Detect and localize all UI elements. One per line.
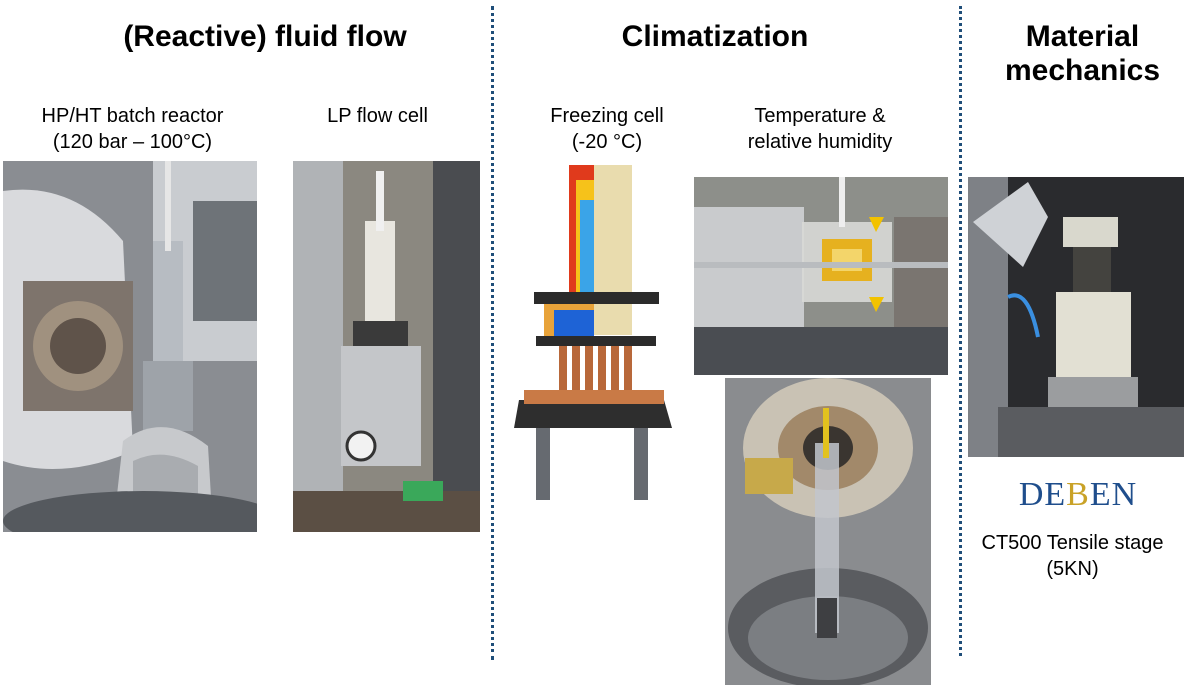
section-title-climatization: Climatization — [621, 20, 809, 53]
section-title-line1: Material — [1025, 20, 1140, 53]
label-line2: (-20 °C) — [571, 131, 643, 153]
divider-right — [959, 6, 962, 656]
deben-logo: DEBEN — [1003, 476, 1153, 514]
label-line1: Temperature & — [754, 105, 886, 127]
label-line1: LP flow cell — [327, 105, 428, 127]
photo-temp-humidity-cell — [694, 177, 948, 375]
photo-tensile-stage — [968, 177, 1184, 457]
label-line2: (5KN) — [1046, 558, 1099, 580]
section-title-line2: mechanics — [1004, 54, 1161, 87]
logo-text-right: EN — [1089, 476, 1138, 513]
image-freezing-cell — [514, 160, 674, 500]
photo-batch-reactor — [3, 161, 257, 532]
logo-text-left: DE — [1018, 476, 1067, 513]
label-batch-reactor: HP/HT batch reactor (120 bar – 100°C) — [10, 103, 255, 155]
photo-lp-flow-cell — [293, 161, 480, 532]
divider-left — [491, 6, 494, 660]
label-lp-flow-cell: LP flow cell — [290, 103, 465, 129]
label-line1: HP/HT batch reactor — [41, 105, 224, 127]
label-line1: Freezing cell — [550, 105, 664, 127]
label-line2: relative humidity — [747, 131, 893, 153]
photo-sample-chamber — [725, 378, 931, 685]
label-line1: CT500 Tensile stage — [981, 532, 1164, 554]
label-tensile-stage: CT500 Tensile stage (5KN) — [965, 530, 1180, 582]
label-temp-humidity: Temperature & relative humidity — [715, 103, 925, 155]
label-line2: (120 bar – 100°C) — [52, 131, 213, 153]
label-freezing-cell: Freezing cell (-20 °C) — [522, 103, 692, 155]
section-title-material-mechanics: Material mechanics — [980, 20, 1185, 88]
logo-text-mid: B — [1066, 476, 1090, 513]
section-title-fluid-flow: (Reactive) fluid flow — [123, 20, 407, 53]
